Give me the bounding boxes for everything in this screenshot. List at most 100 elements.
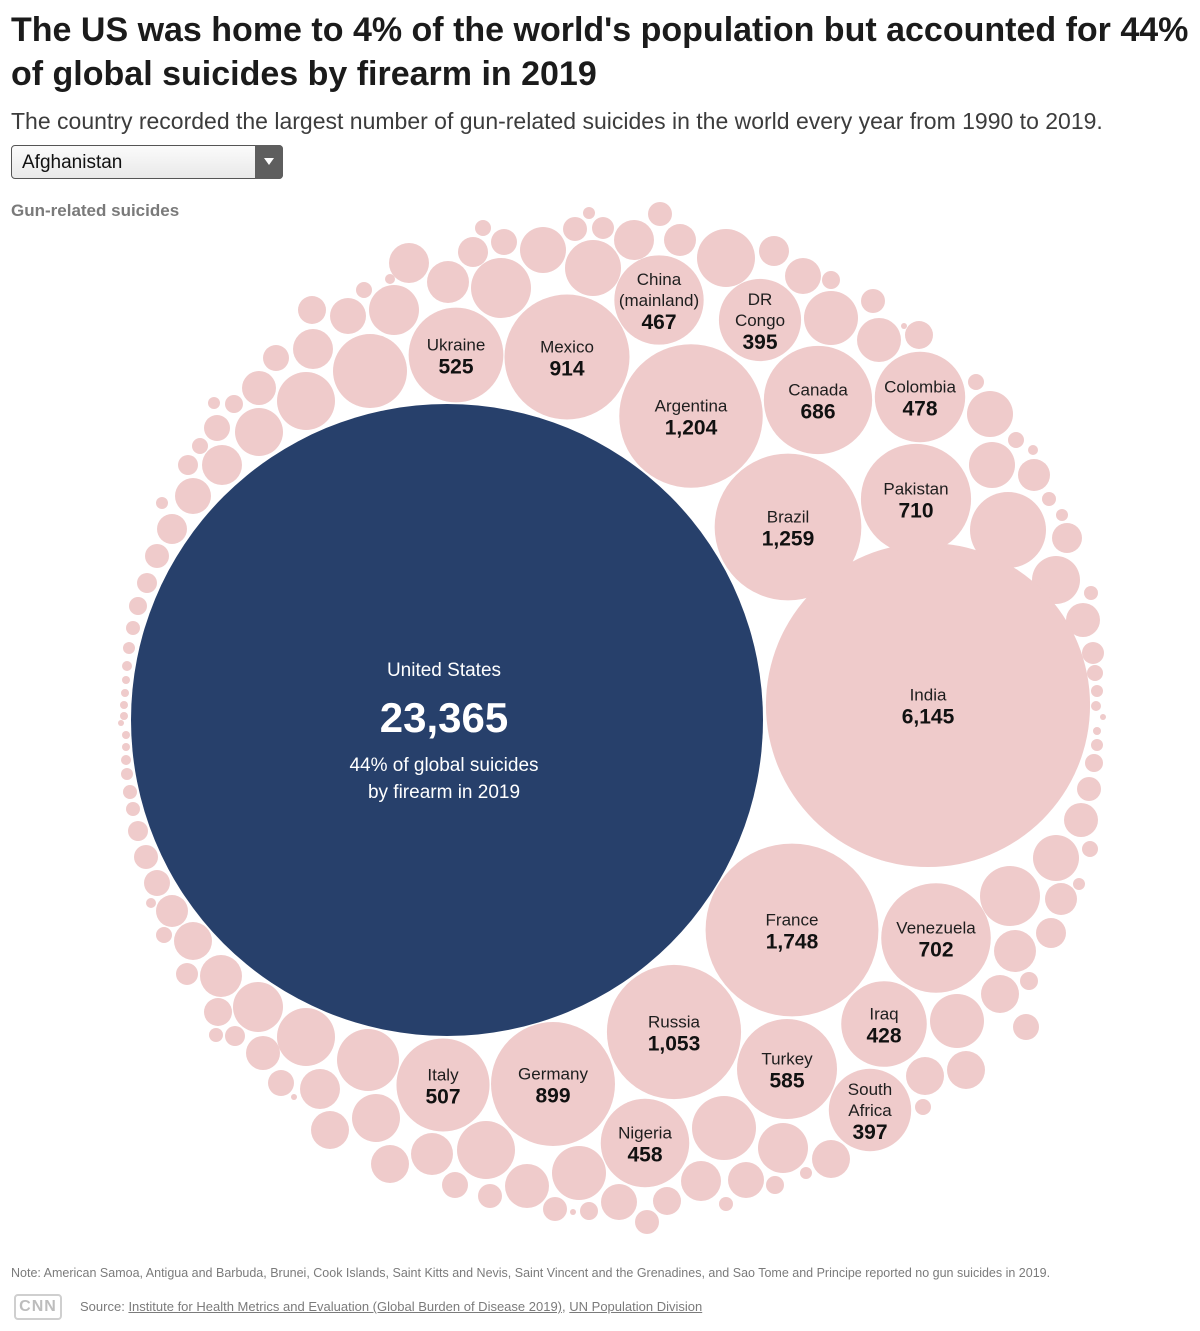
country-bubble[interactable]: [697, 229, 755, 287]
country-bubble[interactable]: [120, 712, 128, 720]
country-bubble[interactable]: [475, 220, 491, 236]
country-bubble[interactable]: [369, 285, 419, 335]
source-link-ihme[interactable]: Institute for Health Metrics and Evaluat…: [128, 1299, 563, 1314]
country-bubble[interactable]: [1077, 777, 1101, 801]
country-bubble[interactable]: [714, 453, 862, 601]
country-bubble[interactable]: [128, 821, 148, 841]
country-bubble[interactable]: [765, 542, 1091, 868]
chevron-down-icon[interactable]: [255, 145, 283, 179]
country-bubble[interactable]: [967, 391, 1013, 437]
country-bubble[interactable]: [901, 323, 907, 329]
country-bubble[interactable]: [653, 1187, 681, 1215]
country-bubble[interactable]: [980, 866, 1040, 926]
country-bubble[interactable]: [1045, 883, 1077, 915]
country-bubble[interactable]: [970, 492, 1046, 568]
country-bubble[interactable]: [841, 981, 927, 1067]
country-bubble[interactable]: [1008, 432, 1024, 448]
country-bubble[interactable]: [408, 307, 504, 403]
country-bubble[interactable]: [552, 1146, 606, 1200]
country-bubble[interactable]: [763, 345, 873, 455]
country-bubble[interactable]: [736, 1018, 838, 1120]
country-bubble[interactable]: [981, 975, 1019, 1013]
country-bubble[interactable]: [145, 544, 169, 568]
country-bubble[interactable]: [1087, 665, 1103, 681]
source-link-un[interactable]: UN Population Division: [569, 1299, 703, 1314]
country-bubble[interactable]: [126, 802, 140, 816]
country-bubble[interactable]: [202, 445, 242, 485]
country-bubble[interactable]: [442, 1172, 468, 1198]
country-bubble[interactable]: [146, 898, 156, 908]
country-bubble[interactable]: [505, 1164, 549, 1208]
country-bubble[interactable]: [592, 217, 614, 239]
country-bubble[interactable]: [300, 1069, 340, 1109]
country-bubble[interactable]: [1073, 878, 1085, 890]
country-bubble[interactable]: [293, 329, 333, 369]
country-bubble[interactable]: [204, 998, 232, 1026]
country-bubble[interactable]: [719, 1197, 733, 1211]
country-bubble[interactable]: [311, 1111, 349, 1149]
country-bubble[interactable]: [137, 573, 157, 593]
country-bubble[interactable]: [209, 1028, 223, 1042]
country-bubble[interactable]: [156, 497, 168, 509]
country-bubble[interactable]: [208, 397, 220, 409]
country-bubble[interactable]: [692, 1096, 756, 1160]
country-bubble[interactable]: [1064, 803, 1098, 837]
country-bubble[interactable]: [947, 1051, 985, 1089]
country-bubble[interactable]: [121, 689, 129, 697]
country-bubble[interactable]: [563, 217, 587, 241]
country-bubble[interactable]: [298, 296, 326, 324]
country-bubble[interactable]: [1091, 739, 1103, 751]
country-bubble[interactable]: [874, 351, 966, 443]
country-bubble[interactable]: [1013, 1014, 1039, 1040]
country-bubble[interactable]: [478, 1184, 502, 1208]
country-bubble[interactable]: [570, 1209, 576, 1215]
country-bubble[interactable]: [471, 258, 531, 318]
country-bubble[interactable]: [233, 982, 283, 1032]
country-bubble[interactable]: [860, 443, 972, 555]
country-bubble[interactable]: [1084, 586, 1098, 600]
country-bubble[interactable]: [174, 922, 212, 960]
country-bubble[interactable]: [123, 642, 135, 654]
country-bubble[interactable]: [491, 1022, 615, 1146]
country-bubble[interactable]: [664, 224, 696, 256]
country-bubble[interactable]: [427, 261, 469, 303]
country-bubble[interactable]: [263, 345, 289, 371]
country-bubble[interactable]: [543, 1197, 567, 1221]
country-bubble[interactable]: [1042, 492, 1056, 506]
country-bubble[interactable]: [389, 243, 429, 283]
country-bubble[interactable]: [371, 1145, 409, 1183]
country-bubble[interactable]: [520, 227, 566, 273]
country-bubble[interactable]: [648, 202, 672, 226]
country-bubble[interactable]: [758, 1123, 808, 1173]
country-bubble[interactable]: [225, 395, 243, 413]
country-bubble[interactable]: [1018, 459, 1050, 491]
country-bubble[interactable]: [1093, 727, 1101, 735]
country-bubble[interactable]: [766, 1176, 784, 1194]
country-bubble[interactable]: [1028, 445, 1038, 455]
country-bubble[interactable]: [915, 1099, 931, 1115]
country-bubble[interactable]: [200, 955, 242, 997]
country-bubble[interactable]: [635, 1210, 659, 1234]
country-bubble[interactable]: [1066, 603, 1100, 637]
country-bubble[interactable]: [122, 731, 130, 739]
country-bubble[interactable]: [122, 676, 130, 684]
country-bubble[interactable]: [905, 321, 933, 349]
country-bubble[interactable]: [337, 1029, 399, 1091]
country-bubble[interactable]: [291, 1094, 297, 1100]
country-bubble[interactable]: [614, 255, 704, 345]
country-bubble[interactable]: [881, 883, 991, 993]
country-bubble[interactable]: [1091, 685, 1103, 697]
country-bubble[interactable]: [812, 1140, 850, 1178]
country-bubble[interactable]: [1082, 841, 1098, 857]
country-bubble[interactable]: [718, 278, 802, 362]
country-bubble[interactable]: [330, 298, 366, 334]
country-bubble[interactable]: [457, 1121, 515, 1179]
country-bubble[interactable]: [356, 282, 372, 298]
country-bubble[interactable]: [994, 930, 1036, 972]
country-bubble[interactable]: [120, 701, 128, 709]
country-bubble[interactable]: [800, 1167, 812, 1179]
country-bubble[interactable]: [491, 229, 517, 255]
country-bubble[interactable]: [968, 374, 984, 390]
country-bubble[interactable]: [930, 994, 984, 1048]
country-bubble[interactable]: [157, 514, 187, 544]
